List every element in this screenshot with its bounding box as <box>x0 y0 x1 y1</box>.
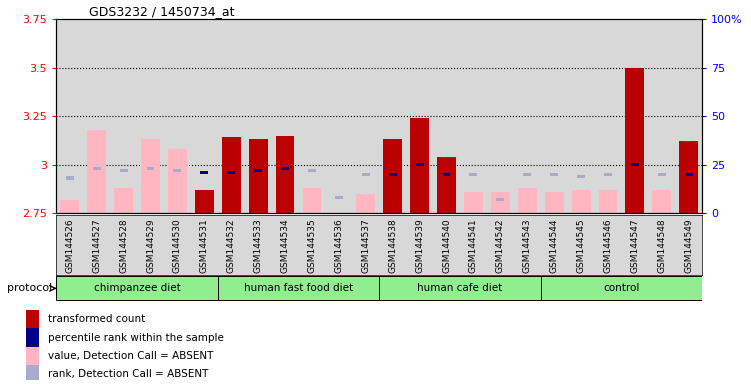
Text: GSM144531: GSM144531 <box>200 218 209 273</box>
Bar <box>26 347 39 368</box>
Text: GSM144542: GSM144542 <box>496 218 505 273</box>
Text: GSM144536: GSM144536 <box>334 218 343 273</box>
Text: control: control <box>603 283 640 293</box>
Text: value, Detection Call = ABSENT: value, Detection Call = ABSENT <box>48 351 213 361</box>
Text: GSM144532: GSM144532 <box>227 218 236 273</box>
Text: GSM144543: GSM144543 <box>523 218 532 273</box>
Text: rank, Detection Call = ABSENT: rank, Detection Call = ABSENT <box>48 369 208 379</box>
Bar <box>523 172 531 176</box>
Text: percentile rank within the sample: percentile rank within the sample <box>48 333 224 343</box>
Bar <box>544 192 563 213</box>
Text: GSM144541: GSM144541 <box>469 218 478 273</box>
Bar <box>469 172 478 176</box>
Bar <box>335 196 343 199</box>
Bar <box>114 188 133 213</box>
Bar <box>572 190 590 213</box>
Text: GSM144545: GSM144545 <box>577 218 586 273</box>
Bar <box>87 130 106 213</box>
Bar <box>604 172 612 176</box>
Text: GSM144546: GSM144546 <box>604 218 613 273</box>
Bar <box>281 167 289 170</box>
Text: GSM144530: GSM144530 <box>173 218 182 273</box>
Bar <box>60 200 79 213</box>
Bar <box>26 328 39 349</box>
Text: GSM144535: GSM144535 <box>307 218 316 273</box>
Bar <box>415 163 424 166</box>
Bar <box>303 188 321 213</box>
Text: GSM144526: GSM144526 <box>65 218 74 273</box>
Text: GSM144539: GSM144539 <box>415 218 424 273</box>
Bar <box>168 149 187 213</box>
Bar <box>464 192 483 213</box>
Bar <box>92 167 101 170</box>
Text: GDS3232 / 1450734_at: GDS3232 / 1450734_at <box>89 5 234 18</box>
FancyBboxPatch shape <box>379 276 541 300</box>
Bar <box>491 192 510 213</box>
Bar <box>254 169 262 172</box>
FancyBboxPatch shape <box>56 276 218 300</box>
Bar <box>631 163 639 166</box>
Text: transformed count: transformed count <box>48 314 145 324</box>
Bar <box>66 177 74 180</box>
Bar <box>653 190 671 213</box>
Bar <box>141 139 160 213</box>
Bar <box>26 310 39 331</box>
Text: human fast food diet: human fast food diet <box>244 283 353 293</box>
Text: GSM144540: GSM144540 <box>442 218 451 273</box>
Text: GSM144548: GSM144548 <box>657 218 666 273</box>
Bar <box>222 137 240 213</box>
Text: GSM144537: GSM144537 <box>361 218 370 273</box>
Bar <box>228 170 235 174</box>
Bar <box>276 136 294 213</box>
Bar <box>577 175 585 178</box>
Bar <box>389 172 397 176</box>
Bar <box>119 169 128 172</box>
Text: GSM144538: GSM144538 <box>388 218 397 273</box>
Text: chimpanzee diet: chimpanzee diet <box>94 283 180 293</box>
Bar <box>496 198 505 201</box>
Bar <box>249 139 267 213</box>
Bar <box>383 139 402 213</box>
Bar <box>599 190 617 213</box>
Text: GSM144533: GSM144533 <box>254 218 263 273</box>
Bar <box>201 170 208 174</box>
Text: GSM144527: GSM144527 <box>92 218 101 273</box>
Text: GSM144529: GSM144529 <box>146 218 155 273</box>
Bar <box>195 190 214 213</box>
Text: GSM144549: GSM144549 <box>684 218 693 273</box>
Bar <box>308 169 316 172</box>
FancyBboxPatch shape <box>541 276 702 300</box>
Bar <box>357 194 376 213</box>
FancyBboxPatch shape <box>218 276 379 300</box>
Bar <box>442 172 451 176</box>
Bar <box>685 172 692 176</box>
Bar <box>26 365 39 384</box>
Bar <box>658 172 666 176</box>
Bar <box>362 172 369 176</box>
Bar <box>146 167 155 170</box>
Text: GSM144534: GSM144534 <box>281 218 290 273</box>
Bar <box>173 169 182 172</box>
Text: GSM144547: GSM144547 <box>630 218 639 273</box>
Text: protocol: protocol <box>7 283 53 293</box>
Bar <box>410 118 429 213</box>
Bar <box>550 172 558 176</box>
Bar <box>626 68 644 213</box>
Text: human cafe diet: human cafe diet <box>418 283 502 293</box>
Text: GSM144528: GSM144528 <box>119 218 128 273</box>
Text: GSM144544: GSM144544 <box>550 218 559 273</box>
Bar <box>437 157 456 213</box>
Bar <box>680 141 698 213</box>
Bar <box>518 188 537 213</box>
